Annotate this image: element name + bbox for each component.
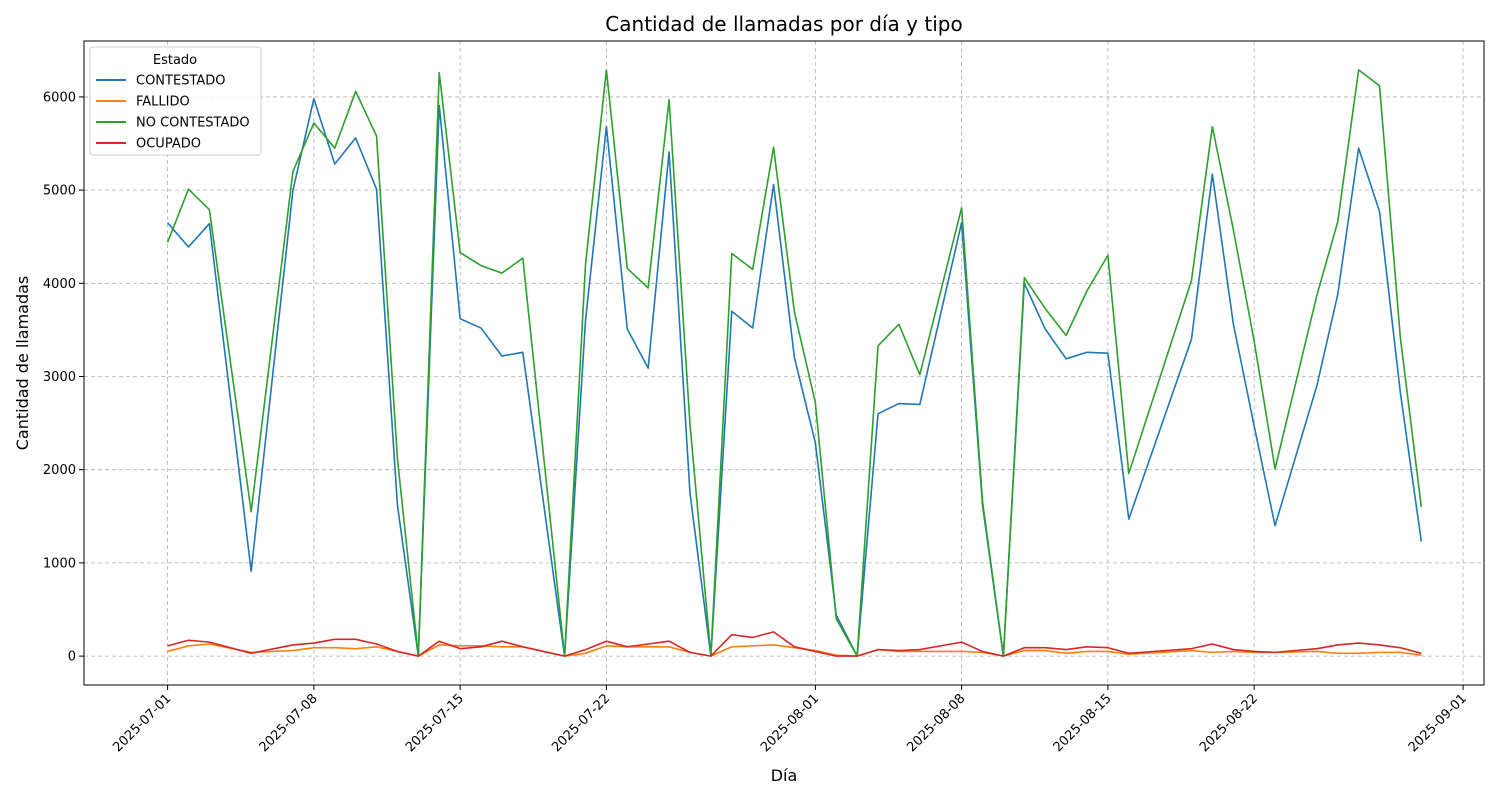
legend-label: OCUPADO [136,137,201,152]
x-tick-label: 2025-08-22 [1197,691,1261,755]
legend-label: FALLIDO [136,95,190,110]
grid-lines [84,41,1484,685]
y-tick-label: 1000 [43,556,76,571]
legend-label: NO CONTESTADO [136,116,250,131]
x-tick-label: 2025-08-01 [758,691,822,755]
series-line-no-contestado [166,69,1423,657]
legend-items: CONTESTADO FALLIDO NO CONTESTADO OCUPADO [96,74,250,152]
x-tick-label: 2025-07-22 [549,691,613,755]
x-tick-label: 2025-07-01 [110,691,174,755]
y-tick-label: 5000 [43,184,76,199]
legend-label: CONTESTADO [136,74,226,89]
series-layer [166,69,1423,657]
series-line-ocupado [167,631,1422,657]
x-axis: 2025-07-01 2025-07-08 2025-07-15 2025-07-22… [110,685,1470,755]
legend-box [89,46,262,156]
x-tick-label: 2025-07-08 [257,691,321,755]
y-tick-label: 0 [68,650,76,665]
legend: Estado CONTESTADO FALLIDO NO CONTESTADO OCU… [89,46,262,156]
x-tick-label: 2025-09-01 [1406,691,1470,755]
x-tick-label: 2025-08-08 [904,691,968,755]
x-tick-label: 2025-07-15 [403,691,467,755]
y-tick-label: 4000 [43,277,76,292]
y-axis-label: Cantidad de llamadas [13,276,32,451]
y-tick-label: 3000 [43,370,76,385]
y-tick-label: 2000 [43,463,76,478]
chart-title: Cantidad de llamadas por día y tipo [605,12,962,36]
plot-frame [83,40,1485,686]
x-axis-label: Día [771,766,798,785]
series-line-contestado [166,97,1423,657]
y-axis: 0 1000 2000 3000 4000 5000 6000 [43,90,84,665]
y-tick-label: 6000 [43,90,76,105]
legend-title: Estado [153,53,197,68]
x-tick-label: 2025-08-15 [1051,691,1115,755]
